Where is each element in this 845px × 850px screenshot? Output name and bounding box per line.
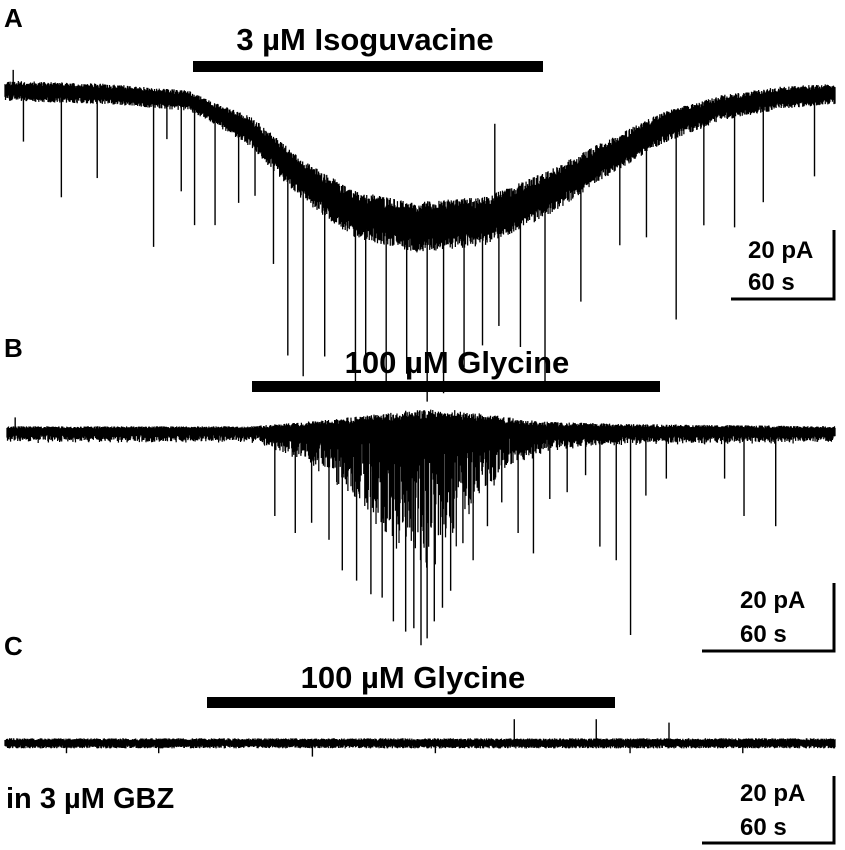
panel-b-application-bar <box>252 381 660 392</box>
panel-a: A 3 µM Isoguvacine 20 pA 60 s <box>4 3 836 402</box>
panel-a-application-bar <box>193 61 543 72</box>
panel-c-current-trace <box>4 719 836 757</box>
panel-c-condition-label: in 3 µM GBZ <box>6 783 174 815</box>
panel-c-letter: C <box>4 631 23 661</box>
panel-c-drug-label: 100 µM Glycine <box>301 660 526 695</box>
panel-b-scale-time-label: 60 s <box>740 621 787 648</box>
panel-a-current-trace <box>4 69 836 402</box>
panel-c-scale-bar: 20 pA 60 s <box>702 776 836 845</box>
panel-c-scale-time-label: 60 s <box>740 814 787 841</box>
panel-a-letter: A <box>4 3 23 33</box>
panel-c-trace-body <box>4 738 836 749</box>
panel-b-trace-body <box>6 409 836 568</box>
panel-c-scale-current-label: 20 pA <box>740 780 805 807</box>
panel-a-scale-bar: 20 pA 60 s <box>731 230 836 301</box>
panel-b: B 100 µM Glycine 20 pA 60 s <box>4 333 836 653</box>
panel-b-drug-label: 100 µM Glycine <box>345 345 570 380</box>
panel-a-trace-body <box>4 81 836 253</box>
panel-b-letter: B <box>4 333 23 363</box>
panel-b-scale-current-label: 20 pA <box>740 587 805 614</box>
panel-c: C 100 µM Glycine in 3 µM GBZ 20 pA 60 s <box>4 631 836 845</box>
panel-a-scale-time-label: 60 s <box>748 269 795 296</box>
panel-b-scale-bar: 20 pA 60 s <box>702 583 836 653</box>
panel-a-scale-current-label: 20 pA <box>748 237 813 264</box>
panel-c-application-bar <box>207 697 615 708</box>
panel-a-drug-label: 3 µM Isoguvacine <box>236 22 493 57</box>
panel-b-current-trace <box>6 409 836 646</box>
